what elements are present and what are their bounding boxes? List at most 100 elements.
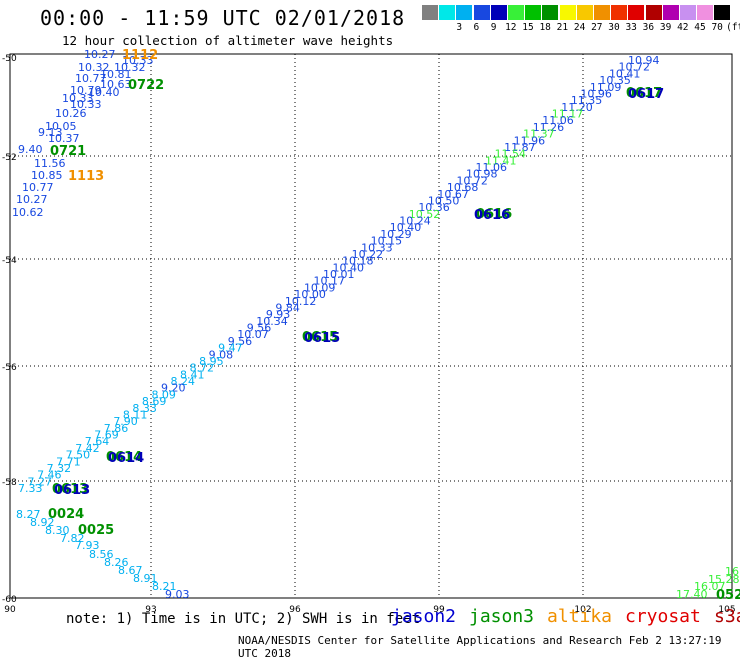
wave-height-label: 7.42: [75, 442, 100, 455]
wave-height-label: 11.35: [571, 94, 603, 107]
legend-label: 27: [591, 22, 603, 33]
wave-height-label: 8.95: [199, 355, 224, 368]
wave-height-label: 10.41: [609, 67, 641, 80]
wave-height-label: 10.68: [447, 181, 479, 194]
wave-height-label: 11.26: [533, 121, 565, 134]
wave-height-label: 10.77: [22, 181, 54, 194]
lat-tick-label: -54: [2, 256, 17, 266]
wave-height-label: 8.27: [16, 508, 41, 521]
wave-height-label: 10.79: [70, 84, 102, 97]
legend-label: 45: [694, 22, 706, 33]
wave-height-label: 8.41: [180, 368, 205, 381]
map-border: [9, 53, 733, 599]
wave-height-label: 11.09: [590, 81, 622, 94]
time-label: 0613: [52, 482, 88, 497]
map-grid: [10, 54, 732, 598]
wave-height-label: 7.86: [104, 422, 129, 435]
legend-swatch: [576, 5, 593, 20]
legend-label: 3: [456, 22, 463, 33]
legend-label: 36: [642, 22, 655, 33]
wave-height-label: 11.20: [561, 101, 593, 114]
legend-label: 33: [625, 22, 637, 33]
wave-height-label: 8.91: [133, 572, 158, 585]
time-label: 1113: [68, 169, 104, 184]
wave-height-label: 9.84: [275, 301, 300, 314]
wave-height-label: 10.05: [45, 120, 77, 133]
wave-height-label: 10.18: [342, 255, 374, 268]
wave-height-label: 9.08: [209, 348, 234, 361]
wave-height-label: 8.24: [171, 375, 196, 388]
wave-height-label: 9.56: [228, 335, 253, 348]
wave-height-label: 11.37: [523, 128, 555, 141]
wave-height-label: 9.13: [38, 126, 63, 139]
wave-height-label: 11.96: [514, 134, 546, 147]
wave-height-label: 10.98: [466, 168, 498, 181]
satellite-name: s3a: [714, 606, 740, 627]
wave-height-label: 8.72: [190, 362, 215, 375]
wave-height-label: 11.41: [485, 154, 517, 167]
legend-label: 6: [473, 22, 480, 33]
time-label: 1112: [122, 48, 158, 63]
time-label: 0615: [304, 331, 340, 346]
time-label: 052: [716, 588, 740, 603]
lat-tick-label: -50: [2, 54, 17, 64]
wave-height-label: 9.03: [165, 588, 190, 601]
legend-label: 12: [505, 22, 517, 33]
time-label: 0617: [626, 86, 662, 101]
wave-height-label: 10.37: [48, 132, 80, 145]
legend-swatch: [473, 5, 490, 20]
wave-height-label: 7.71: [56, 455, 81, 468]
wave-height-label: 7.93: [75, 539, 100, 552]
wave-height-label: 8.56: [89, 548, 114, 561]
wave-height-label: 10.81: [100, 68, 132, 81]
wave-height-label: 10.50: [428, 194, 460, 207]
wave-height-label: 7.64: [85, 435, 110, 448]
time-label: 0617: [628, 87, 664, 102]
wave-height-label: 10.63: [100, 78, 132, 91]
lat-tick-label: -52: [2, 153, 17, 163]
lon-tick-label: 93: [145, 605, 156, 615]
wave-height-label: 8.92: [30, 516, 55, 529]
wave-height-label: 17.40: [676, 588, 708, 601]
lon-tick-label: 99: [433, 605, 445, 615]
wave-height-label: 10.72: [456, 174, 488, 187]
wave-height-label: 10.32: [114, 61, 146, 74]
wave-height-label: 9.40: [18, 143, 43, 156]
wave-height-label: 10.27: [84, 48, 116, 61]
wave-height-label: 8.30: [45, 524, 70, 537]
wave-height-label: 10.01: [323, 268, 355, 281]
footer-credit: NOAA/NESDIS Center for Satellite Applica…: [238, 634, 722, 660]
legend-swatch: [611, 5, 628, 20]
legend-label: 30: [608, 22, 620, 33]
legend-label: 39: [659, 22, 672, 33]
wave-height-label: 10.85: [31, 169, 63, 182]
legend-swatch: [490, 5, 507, 20]
map-frame: [9, 53, 733, 599]
wave-height-label: 10.34: [256, 315, 288, 328]
satellite-name: cryosat: [625, 606, 701, 627]
legend-swatch: [680, 5, 696, 20]
legend-unit: (ft): [726, 22, 740, 33]
wave-height-label: 9.93: [266, 308, 291, 321]
wave-height-label: 8.26: [104, 556, 129, 569]
wave-height-label: 10.33: [70, 98, 102, 111]
wave-height-label: 9.47: [218, 342, 243, 355]
wave-height-label: 10.29: [380, 228, 412, 241]
wave-height-label: 8.21: [152, 580, 177, 593]
lat-tick-label: -60: [2, 595, 17, 605]
wave-height-label: 8.09: [151, 388, 176, 401]
time-label: 0615: [302, 330, 338, 345]
legend-label: 70: [711, 22, 723, 33]
time-label: 0613: [54, 483, 90, 498]
wave-height-label: 10.27: [16, 193, 48, 206]
wave-height-label: 10.17: [313, 275, 345, 288]
legend-label: 9: [490, 22, 497, 33]
wave-height-label: 10.94: [628, 54, 660, 67]
legend-swatch: [422, 5, 438, 20]
lon-tick-label: 96: [289, 605, 301, 615]
wave-height-label: 10.40: [88, 86, 120, 99]
wave-height-label: 8.11: [123, 408, 148, 421]
time-label: 0614: [108, 451, 144, 466]
satellite-name: jason3: [469, 606, 535, 627]
